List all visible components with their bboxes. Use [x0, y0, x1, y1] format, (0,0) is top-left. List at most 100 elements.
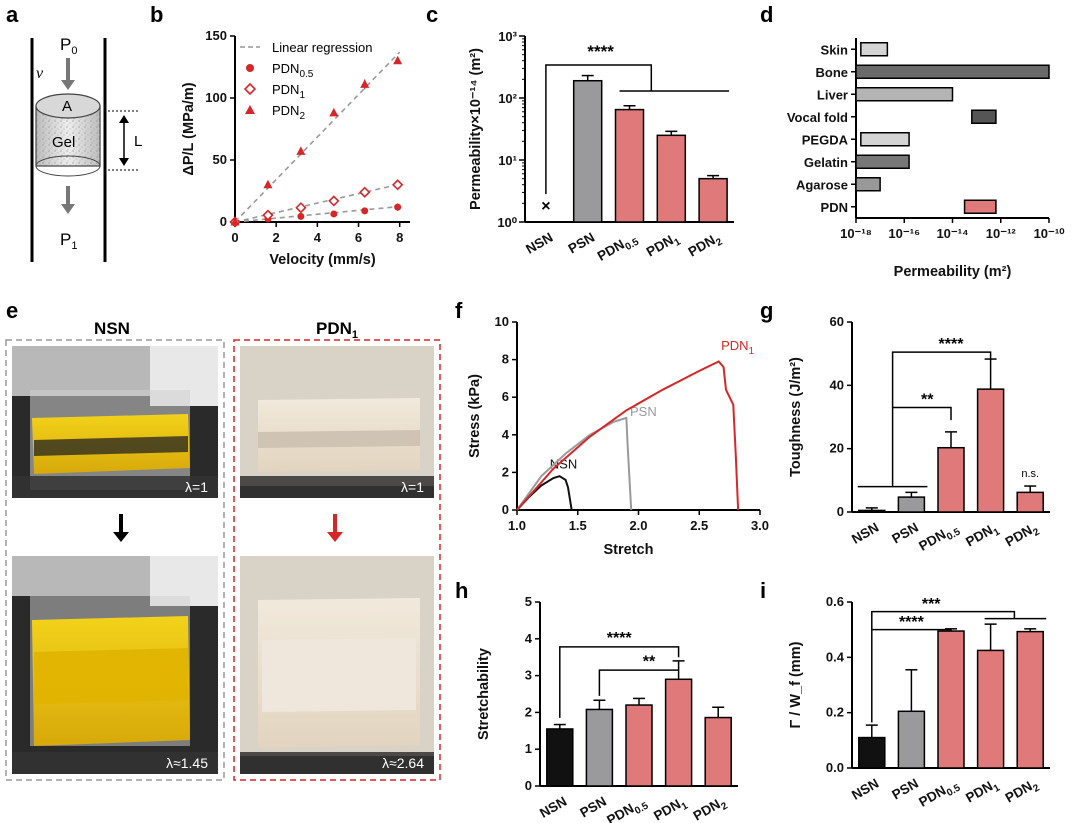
- x-tick-label: 6: [355, 230, 362, 245]
- x-axis-title: Velocity (mm/s): [269, 252, 376, 268]
- caption-nsn-bottom: λ≈1.45: [166, 755, 208, 771]
- x-tick-label: 4: [314, 230, 322, 245]
- x-tick-label: 10⁻¹²: [986, 226, 1017, 241]
- y-axis-title: Stress (kPa): [467, 374, 483, 458]
- y-tick-label: 50: [213, 152, 227, 167]
- bracket-1: [871, 610, 1016, 723]
- bar: [698, 177, 728, 223]
- down-arrow-icon-nsn: [113, 532, 129, 542]
- legend-label: PDN1: [272, 82, 305, 101]
- bar: [976, 649, 1005, 769]
- photo-pdn-stretch-1: λ=1: [240, 346, 434, 498]
- y-tick-label: 4: [525, 631, 533, 646]
- data-point: [263, 179, 273, 189]
- caption-pdn-top: λ=1: [401, 479, 424, 495]
- y-tick-label: 0.2: [826, 705, 844, 720]
- range-bar: [963, 199, 997, 214]
- down-arrow-icon-2: [61, 204, 75, 214]
- bar: [897, 710, 926, 769]
- y-tick-label: 10: [495, 314, 509, 329]
- chart-f: 0 2 4 6 8 10 1.0 1.5 2.0 2.5 3.0 Stretch Stress (kPa…: [467, 314, 769, 558]
- p1-label: P1: [60, 230, 77, 252]
- legend-swatch: [243, 82, 257, 96]
- data-point: [330, 210, 338, 218]
- category-label: NSN: [523, 230, 555, 257]
- schematic-a: P0 v A Gel L P1: [30, 35, 142, 262]
- y-tick-label: 0: [837, 504, 844, 519]
- photos-e: NSN PDN1 λ=1 λ=1: [5, 319, 441, 781]
- legend-label: PDN2: [272, 103, 305, 122]
- category-label: PDN0.5: [916, 519, 963, 557]
- caption-pdn-bottom: λ≈2.64: [382, 755, 424, 771]
- y-tick-label: 40: [830, 377, 844, 392]
- x-tick-label: 3.0: [751, 518, 769, 533]
- category-label: NSN: [849, 520, 881, 547]
- panel-label-c: c: [426, 2, 438, 27]
- x-tick-label: 2: [273, 230, 280, 245]
- y-axis-title: Stretchability: [476, 648, 492, 740]
- data-point: [359, 186, 371, 198]
- y-tick-label: 1: [525, 741, 532, 756]
- y-tick-label: 8: [502, 352, 509, 367]
- y-tick-label: 3: [525, 668, 532, 683]
- legend-swatch: [245, 105, 255, 114]
- y-tick-label: 10²: [498, 91, 517, 106]
- x-tick-label: 2.5: [690, 518, 708, 533]
- y-tick-label: 2: [502, 464, 509, 479]
- y-axis-title: ΔP/L (MPa/m): [181, 82, 197, 175]
- stress-curve: [516, 475, 573, 511]
- data-point: [295, 202, 307, 214]
- regression-line: [234, 183, 400, 223]
- data-point: [393, 55, 403, 65]
- category-label: PSN: [566, 230, 598, 257]
- photo-pdn-stretch-264: λ≈2.64: [240, 556, 434, 774]
- bar: [585, 708, 614, 787]
- y-tick-label: 0: [525, 778, 532, 793]
- y-tick-label: 0: [220, 214, 227, 229]
- y-tick-label: 20: [830, 441, 844, 456]
- data-point: [394, 203, 402, 211]
- panel-label-i: i: [760, 578, 766, 603]
- y-tick-label: 0.0: [826, 760, 844, 775]
- x-tick-label: 2.0: [629, 518, 647, 533]
- category-label: PDN0.5: [916, 775, 963, 813]
- row-label: Gelatin: [804, 155, 848, 170]
- significance-label: **: [921, 391, 934, 408]
- y-tick-label: 0: [502, 502, 509, 517]
- legend-label: Linear regression: [272, 40, 372, 55]
- range-bar: [855, 154, 910, 169]
- bracket-1: [559, 646, 680, 718]
- bar: [614, 108, 645, 223]
- area-label: A: [62, 98, 72, 115]
- bracket-1: [857, 351, 992, 488]
- bar: [858, 509, 886, 513]
- data-point: [262, 209, 274, 221]
- category-label: PDN2: [1003, 775, 1042, 809]
- y-tick-label: 5: [525, 594, 532, 609]
- row-label: Agarose: [796, 177, 848, 192]
- x-axis-title: Stretch: [604, 542, 654, 558]
- category-label: PDN2: [1003, 519, 1042, 553]
- legend-swatch: [246, 64, 254, 72]
- x-tick-label: 8: [396, 230, 403, 245]
- x-tick-label: 10⁻¹⁸: [840, 226, 872, 241]
- x-axis-title: Permeability (m²): [894, 264, 1012, 280]
- significance-label: ***: [922, 596, 941, 613]
- pdn1-title: PDN1: [316, 319, 358, 341]
- legend-label: PDN0.5: [272, 61, 314, 80]
- missing-marker: ×: [541, 198, 550, 215]
- row-label: PEGDA: [802, 132, 849, 147]
- regression-line: [234, 51, 401, 223]
- category-label: PDN1: [651, 793, 690, 823]
- range-bar: [971, 109, 997, 124]
- panel-label-g: g: [760, 298, 773, 323]
- row-label: Liver: [817, 87, 848, 102]
- data-point: [296, 146, 306, 155]
- panel-label-f: f: [455, 298, 463, 323]
- y-axis-title: Γ / W_f (mm): [788, 641, 804, 728]
- y-axis-title: Permeability×10⁻¹⁴ (m²): [468, 48, 484, 210]
- bar: [704, 716, 732, 787]
- x-tick-label: 1.5: [569, 518, 587, 533]
